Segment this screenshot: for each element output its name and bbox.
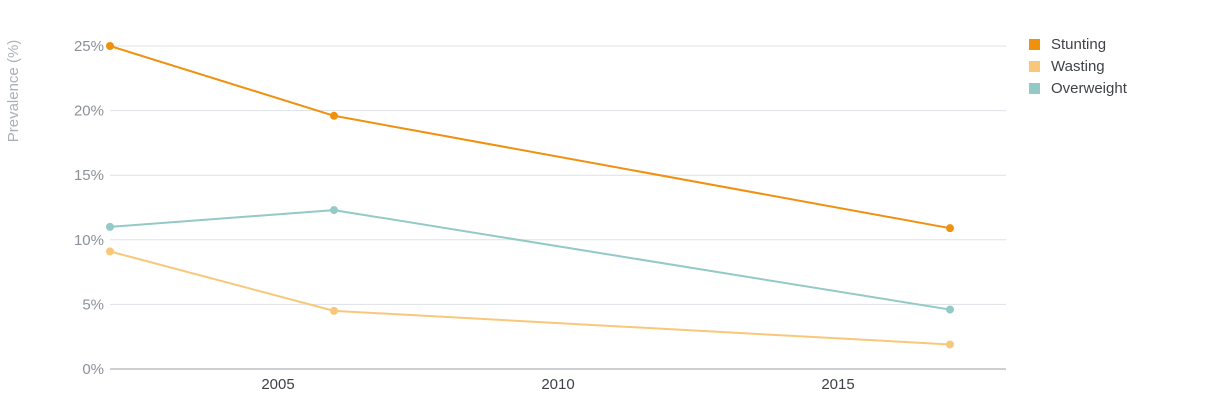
data-point-overweight[interactable] — [946, 305, 954, 314]
y-tick-label: 0% — [82, 361, 104, 378]
legend-label: Wasting — [1051, 57, 1105, 75]
x-tick-label: 2010 — [541, 376, 574, 393]
legend: Stunting Wasting Overweight — [1029, 33, 1127, 99]
y-tick-label: 25% — [74, 38, 104, 55]
legend-label: Stunting — [1051, 35, 1107, 53]
y-tick-label: 10% — [74, 232, 104, 249]
x-tick-label: 2005 — [261, 376, 294, 393]
series-line-wasting — [109, 250, 951, 346]
series-overweight — [106, 206, 954, 314]
y-axis-title: Prevalence (%) — [5, 40, 22, 143]
axes: 0% 5% 10% 15% 20% 25% 2005 2010 2015 — [74, 38, 1006, 393]
series-stunting — [106, 42, 954, 233]
x-tick-label: 2015 — [821, 376, 854, 393]
series-line-stunting — [109, 45, 951, 230]
legend-swatch — [1029, 38, 1040, 50]
data-point-overweight[interactable] — [330, 206, 338, 215]
series-wasting — [106, 247, 954, 349]
legend-swatch — [1029, 60, 1040, 72]
data-point-wasting[interactable] — [330, 306, 338, 315]
legend-item-stunting[interactable]: Stunting — [1029, 33, 1127, 55]
data-point-wasting[interactable] — [946, 340, 954, 349]
y-tick-label: 5% — [82, 296, 104, 313]
y-tick-label: 20% — [74, 103, 104, 120]
data-point-wasting[interactable] — [106, 247, 114, 256]
legend-item-wasting[interactable]: Wasting — [1029, 55, 1127, 77]
data-point-stunting[interactable] — [946, 224, 954, 233]
series-line-overweight — [109, 209, 951, 311]
data-point-stunting[interactable] — [106, 42, 114, 50]
legend-swatch — [1029, 82, 1040, 94]
y-tick-label: 15% — [74, 167, 104, 184]
legend-label: Overweight — [1051, 79, 1127, 97]
data-point-stunting[interactable] — [330, 111, 338, 120]
series-lines — [106, 42, 954, 349]
legend-item-overweight[interactable]: Overweight — [1029, 77, 1127, 99]
data-point-overweight[interactable] — [106, 222, 114, 231]
gridlines — [110, 45, 1006, 305]
